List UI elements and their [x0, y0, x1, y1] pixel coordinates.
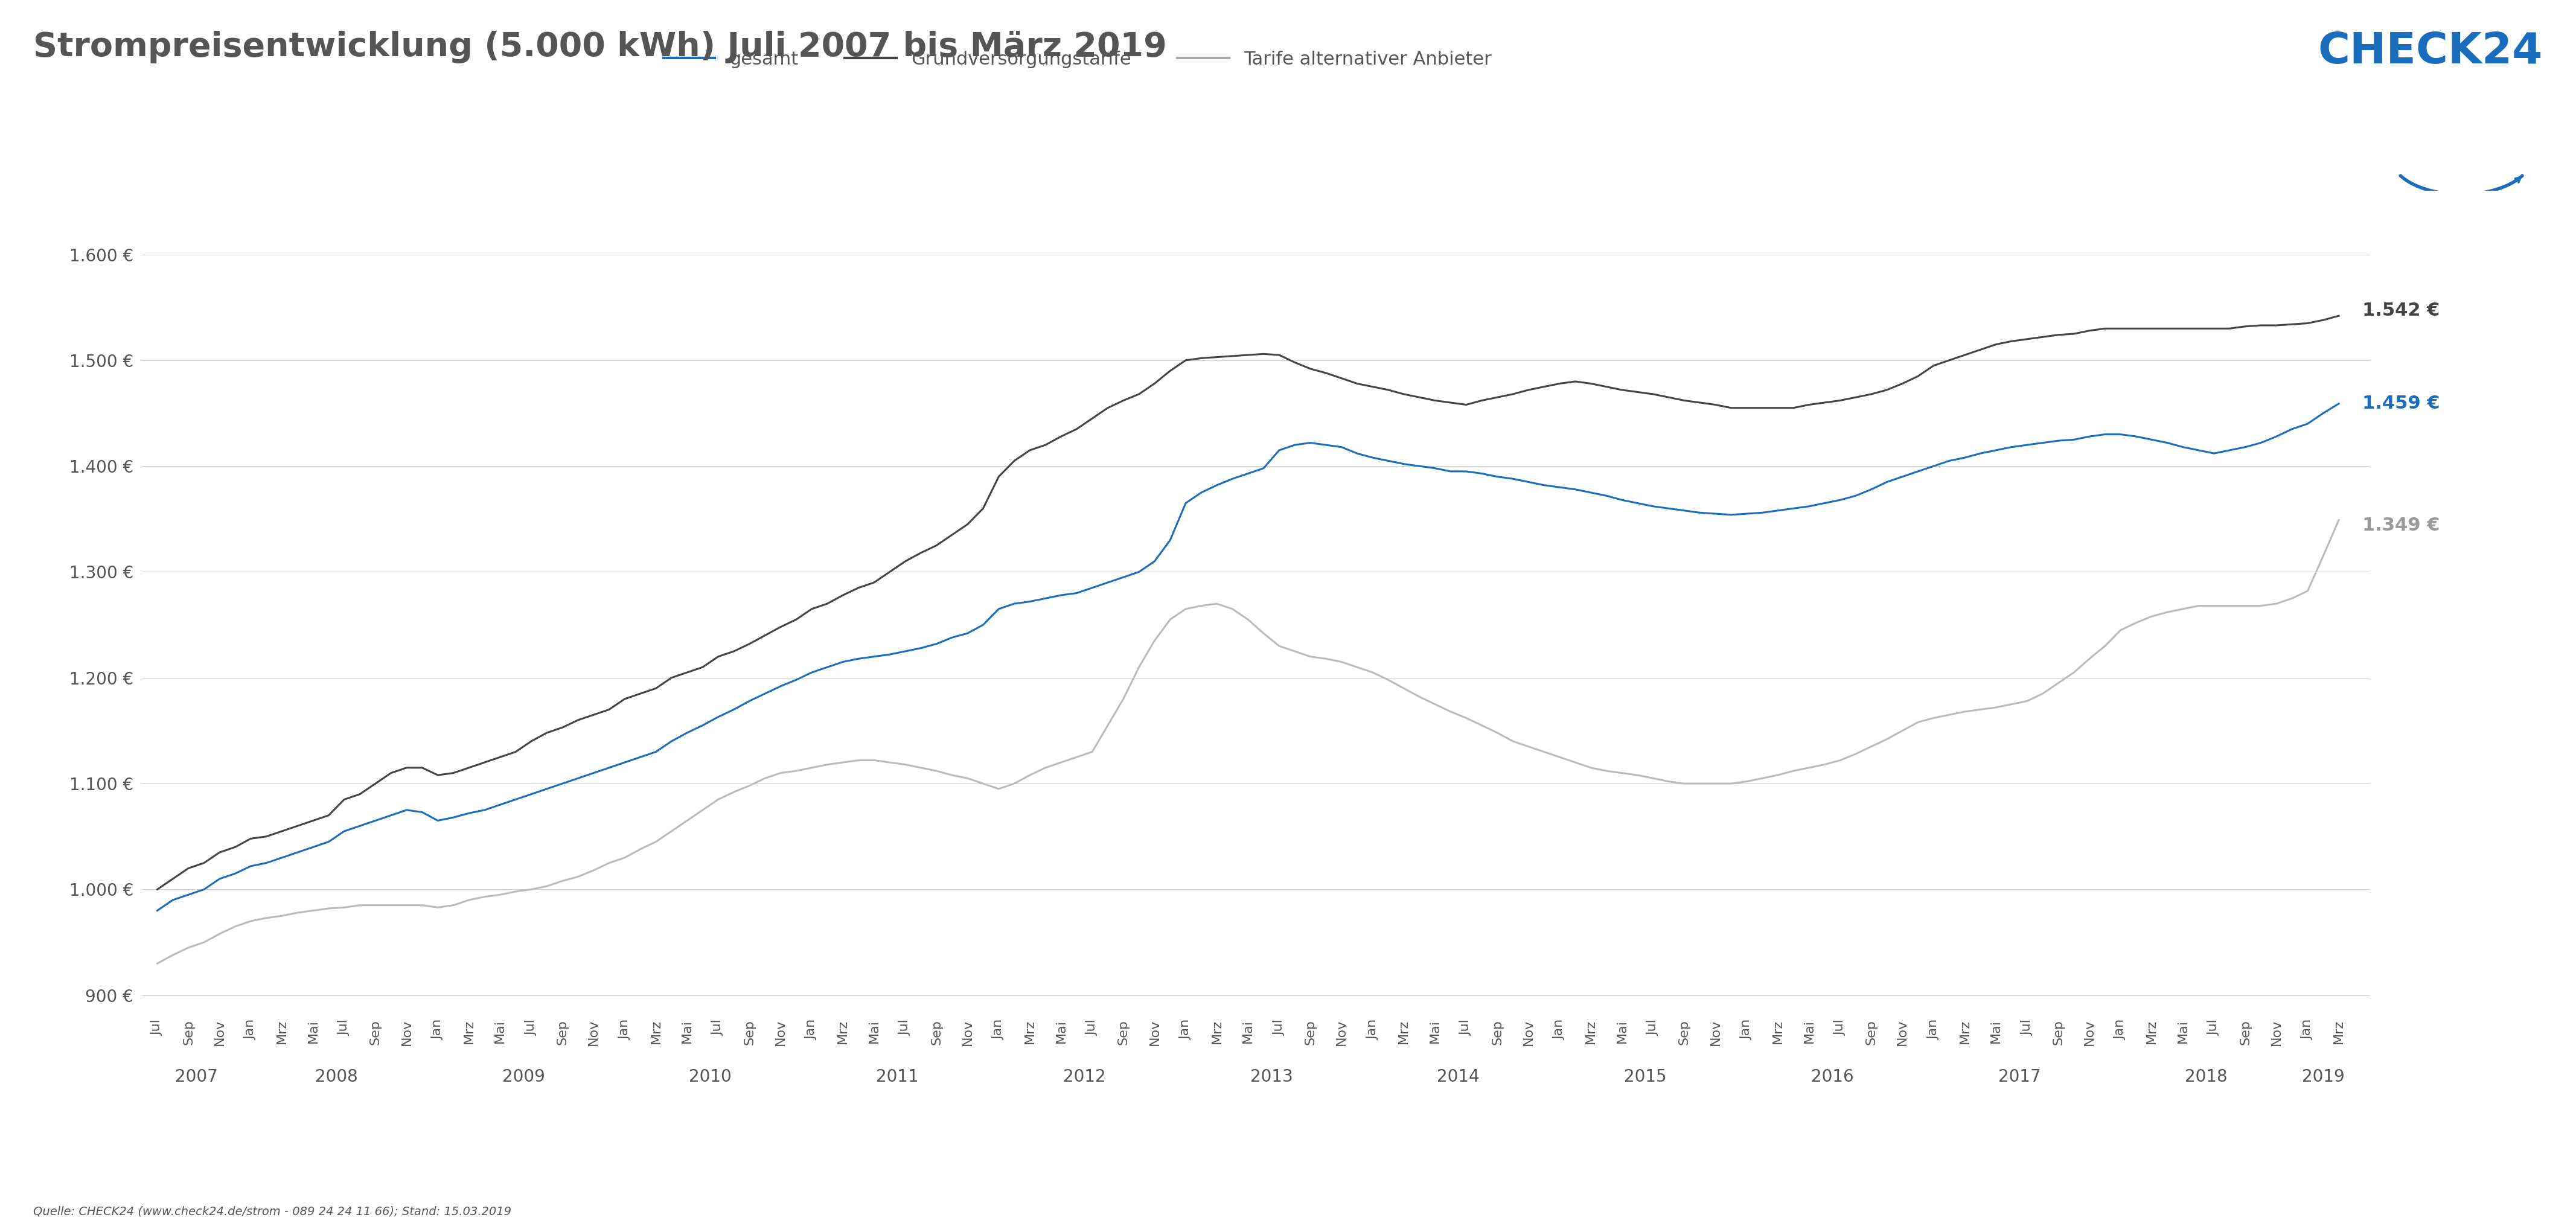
Text: 2018: 2018 — [2184, 1068, 2228, 1085]
Text: 2015: 2015 — [1623, 1068, 1667, 1085]
Text: 2014: 2014 — [1437, 1068, 1479, 1085]
Text: 2008: 2008 — [314, 1068, 358, 1085]
Text: 2007: 2007 — [175, 1068, 216, 1085]
Text: 2009: 2009 — [502, 1068, 546, 1085]
Text: 2010: 2010 — [688, 1068, 732, 1085]
Text: CHECK24: CHECK24 — [2318, 31, 2543, 73]
Text: 1.349 €: 1.349 € — [2362, 516, 2439, 535]
Text: 2019: 2019 — [2303, 1068, 2344, 1085]
Text: Strompreisentwicklung (5.000 kWh) Juli 2007 bis März 2019: Strompreisentwicklung (5.000 kWh) Juli 2… — [33, 31, 1167, 63]
Text: 1.459 €: 1.459 € — [2362, 395, 2439, 413]
Legend: gesamt, Grundversorgungstarife, Tarife alternativer Anbieter: gesamt, Grundversorgungstarife, Tarife a… — [657, 43, 1499, 75]
Text: 1.542 €: 1.542 € — [2362, 302, 2439, 319]
Text: 2011: 2011 — [876, 1068, 920, 1085]
Text: Quelle: CHECK24 (www.check24.de/strom - 089 24 24 11 66); Stand: 15.03.2019: Quelle: CHECK24 (www.check24.de/strom - … — [33, 1206, 513, 1217]
Text: 2013: 2013 — [1249, 1068, 1293, 1085]
Text: 2017: 2017 — [1999, 1068, 2040, 1085]
Text: 2016: 2016 — [1811, 1068, 1855, 1085]
Text: 2012: 2012 — [1064, 1068, 1105, 1085]
